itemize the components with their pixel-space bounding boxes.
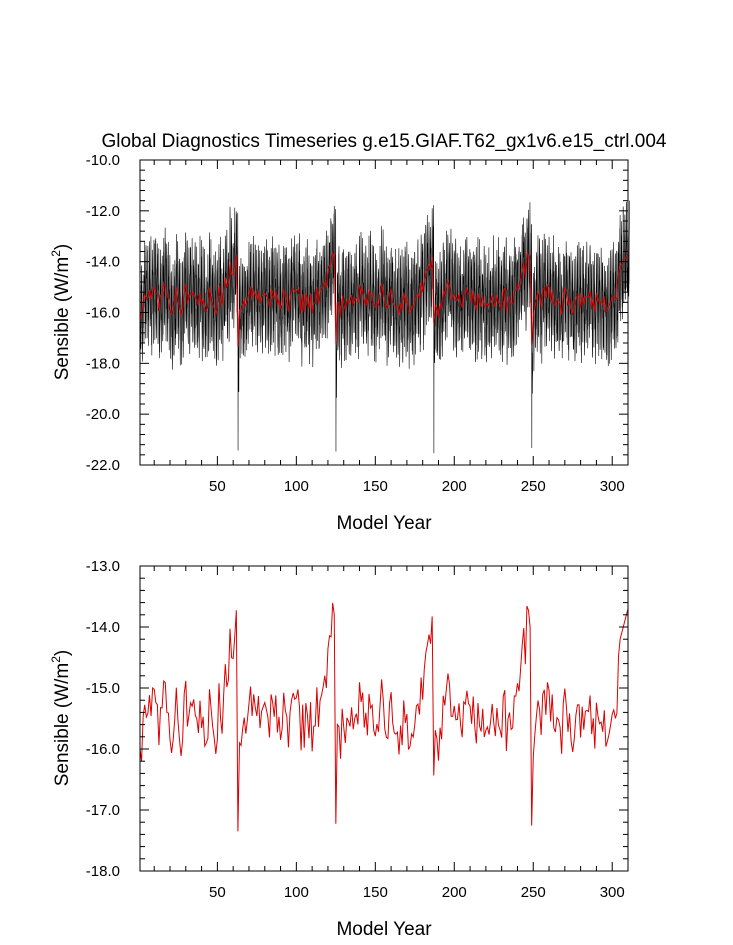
annual-mean-line [139, 251, 629, 347]
y-tick-label: -22.0 [86, 457, 120, 474]
y-axis-label: Sensible (W/m2) [49, 650, 73, 787]
x-tick-label: 300 [600, 478, 625, 495]
y-tick-label: -15.0 [86, 680, 120, 697]
chart-title: Global Diagnostics Timeseries g.e15.GIAF… [101, 131, 666, 152]
y-tick-label: -14.0 [86, 254, 120, 271]
y-tick-label: -14.0 [86, 619, 120, 636]
x-tick-label: 50 [209, 478, 226, 495]
x-tick-label: 200 [442, 884, 467, 901]
y-axis-label: Sensible (W/m2) [49, 244, 73, 381]
annual-series [139, 251, 629, 347]
monthly-line [139, 200, 630, 454]
top-panel: 50 100 150 200 250 300 -22.0 -20.0 -18.0 -16.0 -14… [49, 152, 630, 534]
axis-ticks: 50 100 150 200 250 300 -18.0 -17.0 -16.0 -15.0 -14… [86, 558, 629, 901]
bottom-panel: 50 100 150 200 250 300 -18.0 -17.0 -16.0 -15.0 -14… [49, 558, 629, 940]
x-axis-label: Model Year [336, 919, 432, 940]
x-tick-label: 200 [442, 478, 467, 495]
y-tick-label: -20.0 [86, 406, 120, 423]
annual-series [139, 602, 629, 832]
annual-mean-line [139, 602, 629, 832]
x-tick-label: 50 [209, 884, 226, 901]
x-tick-label: 250 [521, 478, 546, 495]
y-tick-label: -13.0 [86, 558, 120, 575]
y-tick-label: -16.0 [86, 741, 120, 758]
x-tick-label: 100 [284, 884, 309, 901]
x-tick-label: 150 [363, 478, 388, 495]
plot-frame [139, 565, 629, 872]
monthly-series [139, 200, 630, 454]
x-tick-label: 250 [521, 884, 546, 901]
y-tick-label: -17.0 [86, 802, 120, 819]
y-tick-label: -18.0 [86, 355, 120, 372]
axis-ticks: 50 100 150 200 250 300 -22.0 -20.0 -18.0 -16.0 -14… [86, 152, 629, 495]
x-tick-label: 300 [600, 884, 625, 901]
x-axis-label: Model Year [336, 513, 432, 534]
x-tick-label: 150 [363, 884, 388, 901]
y-tick-label: -10.0 [86, 152, 120, 169]
y-tick-label: -12.0 [86, 203, 120, 220]
x-tick-label: 100 [284, 478, 309, 495]
y-tick-label: -18.0 [86, 863, 120, 880]
y-tick-label: -16.0 [86, 305, 120, 322]
